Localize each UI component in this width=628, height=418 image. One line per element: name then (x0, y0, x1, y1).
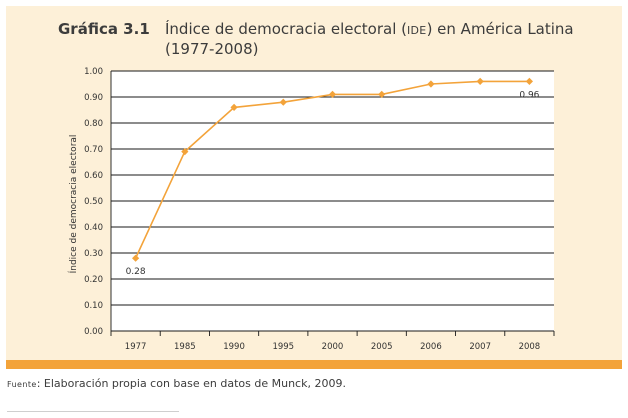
data-point (132, 254, 140, 262)
data-point (328, 90, 337, 98)
figure-title: Índice de democracia electoral (IDE) en … (165, 20, 585, 59)
data-point (427, 80, 435, 88)
figure-title-years: (1977-2008) (165, 40, 259, 58)
y-tick-label: 0.50 (84, 197, 103, 207)
y-tick-label: 0.90 (84, 93, 103, 103)
panel-bottom-bar (6, 360, 622, 369)
y-tick-label: 0.20 (84, 275, 103, 285)
x-tick-label: 1990 (223, 342, 245, 352)
figure-title-abbr: IDE (406, 24, 427, 37)
data-point (181, 148, 189, 156)
footnote-rule (7, 411, 179, 412)
y-axis-ticks: 0.00 0.10 0.20 0.30 0.40 0.50 0.60 0.70 0.80 0.90… (84, 67, 103, 337)
x-tick-label: 1985 (174, 342, 196, 352)
data-point (476, 77, 484, 85)
y-tick-label: 1.00 (84, 67, 103, 77)
x-tick-label: 2000 (322, 342, 344, 352)
data-point (279, 98, 287, 106)
data-series (132, 77, 533, 262)
data-point (230, 103, 238, 111)
x-tick-label: 1977 (125, 342, 147, 352)
source-note: Fuente: Elaboración propia con base en d… (7, 377, 346, 390)
x-tick-label: 2008 (519, 342, 541, 352)
data-label: 0.28 (126, 267, 146, 277)
data-labels: 0.28 0.96 (126, 90, 540, 277)
x-axis-ticks: 1977 1985 1990 1995 2000 2005 2006 2007 2008 (110, 331, 555, 352)
source-prefix: Fuente (7, 380, 37, 389)
data-point (378, 90, 386, 98)
y-axis-label: Índice de democracia electoral (67, 135, 79, 274)
x-tick-label: 1995 (272, 342, 294, 352)
figure-title-text: Índice de democracia electoral ( (165, 20, 407, 38)
x-tick-label: 2007 (469, 342, 491, 352)
data-point (525, 77, 533, 85)
y-tick-label: 0.80 (84, 119, 103, 129)
y-tick-label: 0.40 (84, 223, 103, 233)
y-tick-label: 0.00 (84, 327, 103, 337)
source-text: : Elaboración propia con base en datos d… (36, 377, 346, 390)
y-tick-label: 0.70 (84, 145, 103, 155)
figure-label: Gráfica 3.1 (58, 20, 150, 38)
x-tick-label: 2005 (371, 342, 393, 352)
y-tick-label: 0.60 (84, 171, 103, 181)
y-tick-label: 0.10 (84, 301, 103, 311)
y-tick-label: 0.30 (84, 249, 103, 259)
data-label: 0.96 (519, 90, 539, 100)
figure-title-suffix: ) en América Latina (426, 20, 574, 38)
x-tick-label: 2006 (420, 342, 442, 352)
